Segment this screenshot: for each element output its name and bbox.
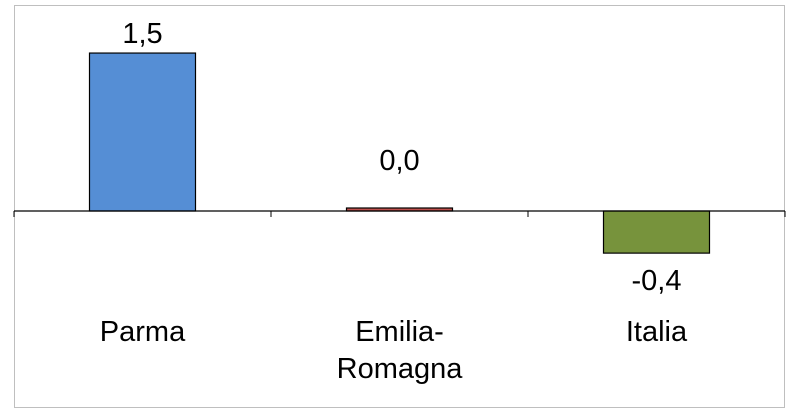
- bar-parma: [88, 52, 197, 212]
- bar-italia: [602, 210, 711, 254]
- data-label: -0,4: [632, 265, 682, 297]
- data-label: 1,5: [122, 18, 162, 50]
- labels-layer: 1,5 Parma 0,0 Emilia-Romagna -0,4 Italia: [100, 18, 688, 385]
- category-label: Italia: [626, 316, 688, 348]
- category-label: Parma: [100, 316, 186, 348]
- data-label: 0,0: [379, 145, 419, 177]
- x-axis: [13, 210, 786, 217]
- category-label: Emilia-Romagna: [337, 316, 464, 385]
- bars-layer: [88, 52, 711, 254]
